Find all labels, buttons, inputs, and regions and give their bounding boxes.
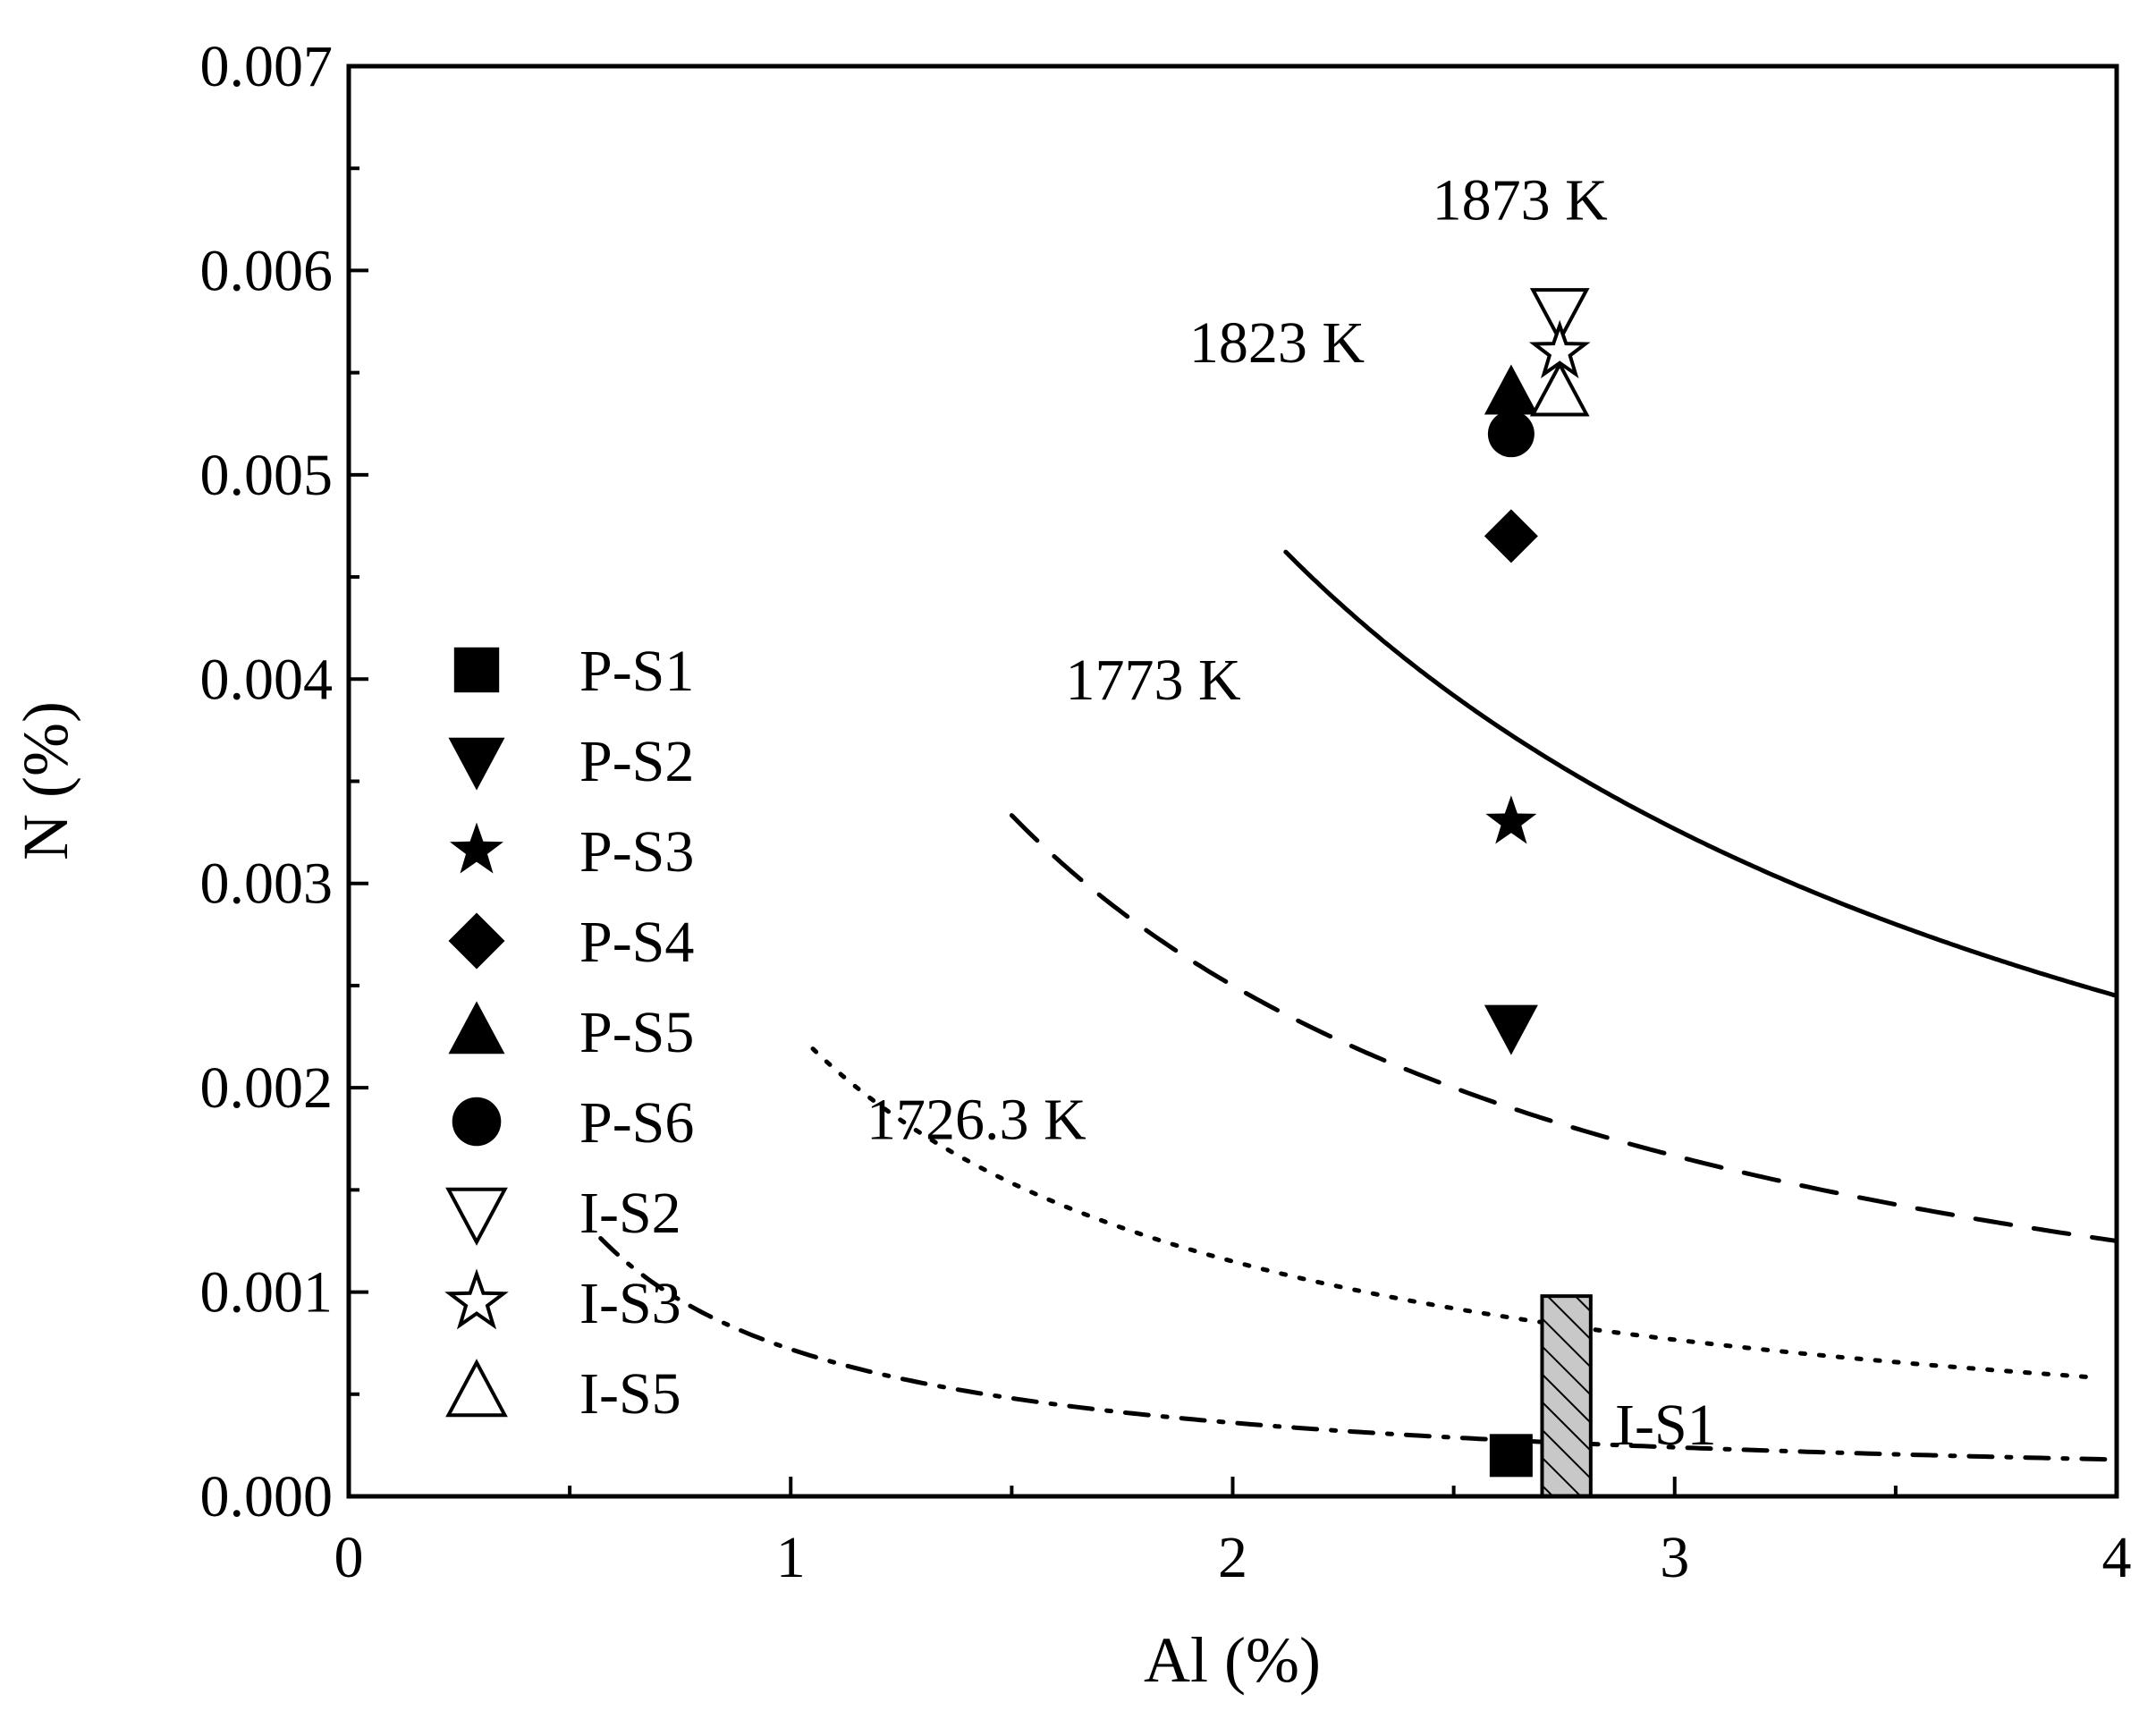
curves-layer: [598, 549, 2117, 1462]
point-i-s2: [1529, 288, 1590, 344]
y-tick-label: 0.003: [200, 851, 334, 917]
y-tick-label: 0.000: [200, 1464, 334, 1529]
y-axis-ticks: 0.000 0.001 0.002 0.003 0.004 0.005 0.006 0.007: [200, 34, 368, 1529]
y-tick-label: 0.004: [200, 647, 334, 712]
legend-marker-p-s4: [448, 912, 505, 970]
x-tick-label: 1: [776, 1525, 806, 1590]
curve-1873-k: [1283, 549, 2117, 998]
y-tick-label: 0.001: [200, 1260, 334, 1326]
curve-label: 1823 K: [1189, 310, 1365, 376]
legend-label: P-S3: [579, 819, 694, 885]
x-axis-ticks: 0 1 2 3 4: [334, 1477, 2132, 1590]
curve-1823-k: [1009, 813, 2117, 1243]
curve-1726-3-k: [598, 1236, 2117, 1462]
y-tick-label: 0.007: [200, 34, 334, 99]
data-points: [1484, 288, 1591, 1478]
y-tick-label: 0.002: [200, 1055, 334, 1121]
x-tick-label: 4: [2102, 1525, 2132, 1590]
legend: P-S1 P-S2 P-S3 P-S4 P-S5 P-S6 I-S2 I-S3 I-S5: [444, 639, 694, 1427]
point-p-s2: [1484, 1004, 1538, 1055]
y-tick-label: 0.006: [200, 238, 334, 303]
legend-label: P-S4: [579, 910, 694, 975]
legend-marker-i-s2: [445, 1187, 508, 1246]
range-bar-label: I-S1: [1615, 1393, 1717, 1458]
legend-label: I-S3: [579, 1271, 681, 1336]
y-tick-label: 0.005: [200, 443, 334, 508]
legend-marker-p-s2: [448, 737, 505, 791]
legend-label: P-S6: [579, 1090, 694, 1156]
legend-marker-p-s1: [453, 647, 500, 693]
point-i-s5: [1529, 360, 1590, 417]
curve-label: 1873 K: [1433, 167, 1608, 233]
range-bar-i-s1: [1540, 1294, 1593, 1499]
x-tick-label: 2: [1218, 1525, 1247, 1590]
legend-marker-p-s6: [452, 1097, 502, 1147]
legend-label: P-S1: [579, 639, 694, 704]
legend-marker-i-s5: [445, 1359, 508, 1418]
x-tick-label: 0: [334, 1525, 364, 1590]
curve-label: 1773 K: [1065, 648, 1240, 713]
legend-marker-p-s3: [450, 822, 503, 874]
legend-marker-i-s3: [444, 1268, 509, 1330]
x-tick-label: 3: [1660, 1525, 1689, 1590]
curve-labels: 1873 K 1823 K 1773 K 1726.3 K: [867, 167, 1608, 1152]
legend-marker-p-s5: [448, 1001, 505, 1055]
curve-label: 1726.3 K: [867, 1087, 1086, 1152]
point-p-s5: [1484, 364, 1538, 415]
legend-label: P-S2: [579, 729, 694, 794]
range-bar-layer: I-S1: [1540, 1294, 1717, 1499]
y-axis-title: N (%): [10, 701, 81, 860]
legend-label: I-S2: [579, 1181, 681, 1246]
point-p-s4: [1484, 509, 1538, 563]
x-axis-title: Al (%): [1144, 1624, 1321, 1696]
point-p-s3: [1485, 795, 1537, 844]
legend-label: I-S5: [579, 1361, 681, 1427]
point-p-s6: [1487, 411, 1535, 458]
legend-label: P-S5: [579, 1000, 694, 1065]
point-p-s1: [1489, 1434, 1533, 1478]
curve-1773-k: [810, 1046, 2097, 1380]
